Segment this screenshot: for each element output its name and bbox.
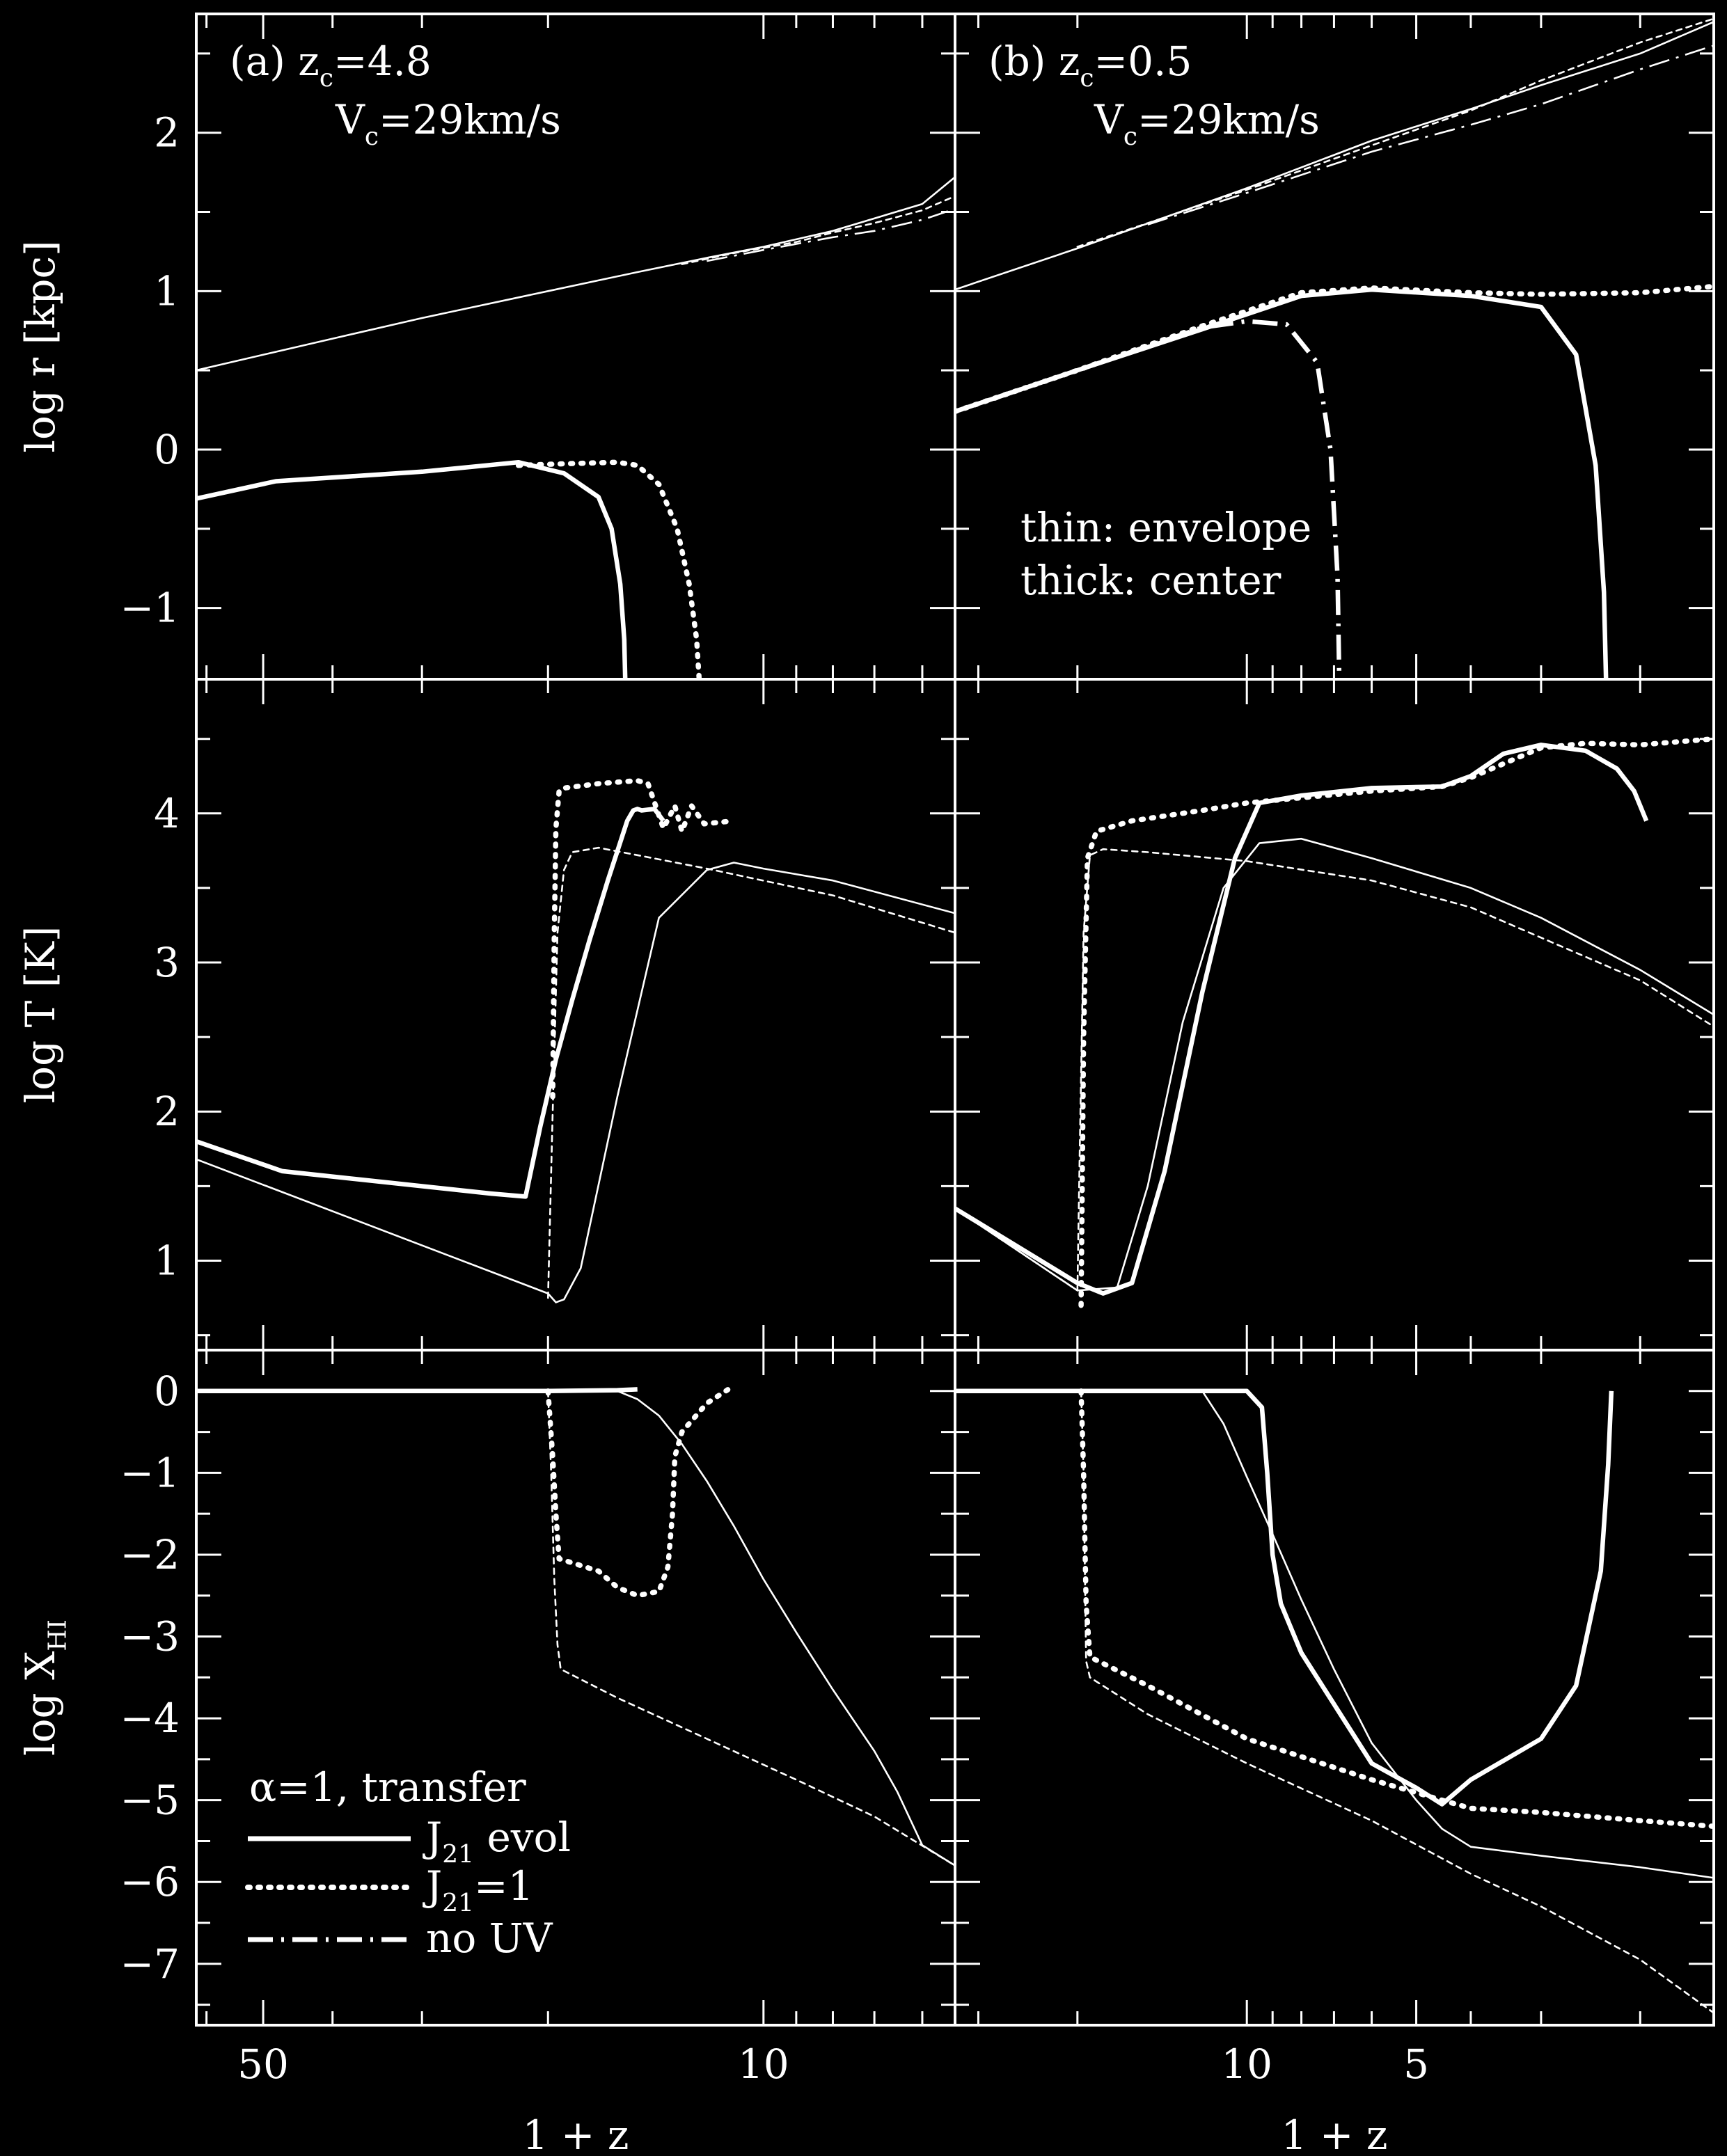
series-b-T-dotted-thin: [955, 848, 1714, 1292]
y-tick-label: −2: [120, 1531, 180, 1578]
series-a-r-solid-thin: [196, 176, 955, 372]
y-tick-label: −1: [120, 1449, 180, 1496]
series-a-X-solid-thin: [196, 1390, 955, 1866]
series-a-r-dashdot-thin: [707, 207, 955, 262]
series-b-r-solid-thick: [955, 287, 1609, 679]
series-a-X-dotted-thick: [545, 1386, 731, 1599]
y-axis-label-X-text: log XHI: [17, 1619, 72, 1756]
panel-vc-a: Vc=29km/s: [335, 96, 561, 151]
y-tick-label: 0: [154, 426, 180, 473]
y-tick-label: 2: [154, 109, 180, 157]
y-tick-label: −5: [120, 1777, 180, 1824]
y-tick-label: 1: [154, 267, 180, 315]
y-tick-label: 0: [154, 1368, 180, 1415]
y-axis-label-T-text: log T [K]: [17, 926, 64, 1104]
series-a-r-dotted-thick: [515, 459, 702, 679]
y-tick-label: −7: [120, 1940, 180, 1988]
x-axis-label: 1 + z: [523, 2111, 629, 2156]
y-tick-label: −1: [120, 585, 180, 632]
x-axis-label: 1 + z: [1282, 2111, 1388, 2156]
panel-vc-b: Vc=29km/s: [1094, 96, 1320, 151]
legend-title: α=1, transfer: [249, 1763, 526, 1811]
series-b-r-dotted-thin: [1076, 17, 1714, 248]
panel-frames: [195, 13, 1715, 2027]
x-tick-label: 5: [1403, 2040, 1429, 2088]
annotation-thin: thin: envelope: [1020, 504, 1311, 551]
x-tick-label: 10: [1221, 2040, 1272, 2088]
panel-label-b: (b) zc=0.5: [988, 38, 1192, 93]
legend-label-dotted: J21=1: [423, 1862, 534, 1917]
series-a-r-dotted-thin: [681, 195, 955, 265]
series-a-T-solid-thin: [196, 862, 955, 1303]
x-tick-label: 50: [237, 2040, 289, 2088]
legend-label-solid: J21 evol: [423, 1814, 571, 1869]
panel-label-a: (a) zc=4.8: [230, 38, 432, 93]
series-layer: [196, 17, 1714, 2014]
y-axis-label-T: log T [K]: [17, 926, 64, 1104]
series-b-X-dotted-thick: [1078, 1388, 1714, 1830]
series-b-X-dotted-thin: [1080, 1390, 1714, 2014]
series-b-r-dotted-thick: [955, 283, 1714, 415]
series-b-T-solid-thick: [955, 743, 1649, 1296]
series-b-X-solid-thin: [955, 1390, 1714, 1879]
series-b-T-dotted-thick: [1078, 736, 1714, 1308]
y-tick-label: −3: [120, 1613, 180, 1660]
y-tick-label: 1: [154, 1237, 180, 1284]
y-tick-label: 4: [154, 790, 180, 837]
series-a-X-dotted-thin: [546, 1390, 955, 1866]
series-a-r-solid-thick: [196, 459, 628, 679]
series-a-X-solid-thick: [196, 1387, 638, 1394]
series-a-T-solid-thick: [196, 807, 665, 1199]
y-tick-label: 2: [154, 1088, 180, 1135]
legend-label-dashdot: no UV: [426, 1915, 553, 1962]
y-axis-label-r-text: log r [kpc]: [17, 240, 64, 452]
y-axis-label-r: log r [kpc]: [17, 240, 64, 452]
y-tick-label: 3: [154, 939, 180, 986]
annotation-thick: thick: center: [1020, 557, 1282, 604]
y-tick-label: −4: [120, 1695, 180, 1742]
series-b-r-solid-thin: [955, 21, 1714, 291]
y-tick-label: −6: [120, 1858, 180, 1905]
series-b-r-dashdot-thick: [955, 319, 1342, 679]
y-axis-label-X: log XHI: [17, 1619, 72, 1756]
x-tick-label: 10: [738, 2040, 789, 2088]
series-a-T-dotted-thick: [550, 777, 737, 1100]
series-b-X-solid-thick: [955, 1388, 1614, 1807]
series-b-r-dashdot-thin: [1147, 45, 1714, 225]
